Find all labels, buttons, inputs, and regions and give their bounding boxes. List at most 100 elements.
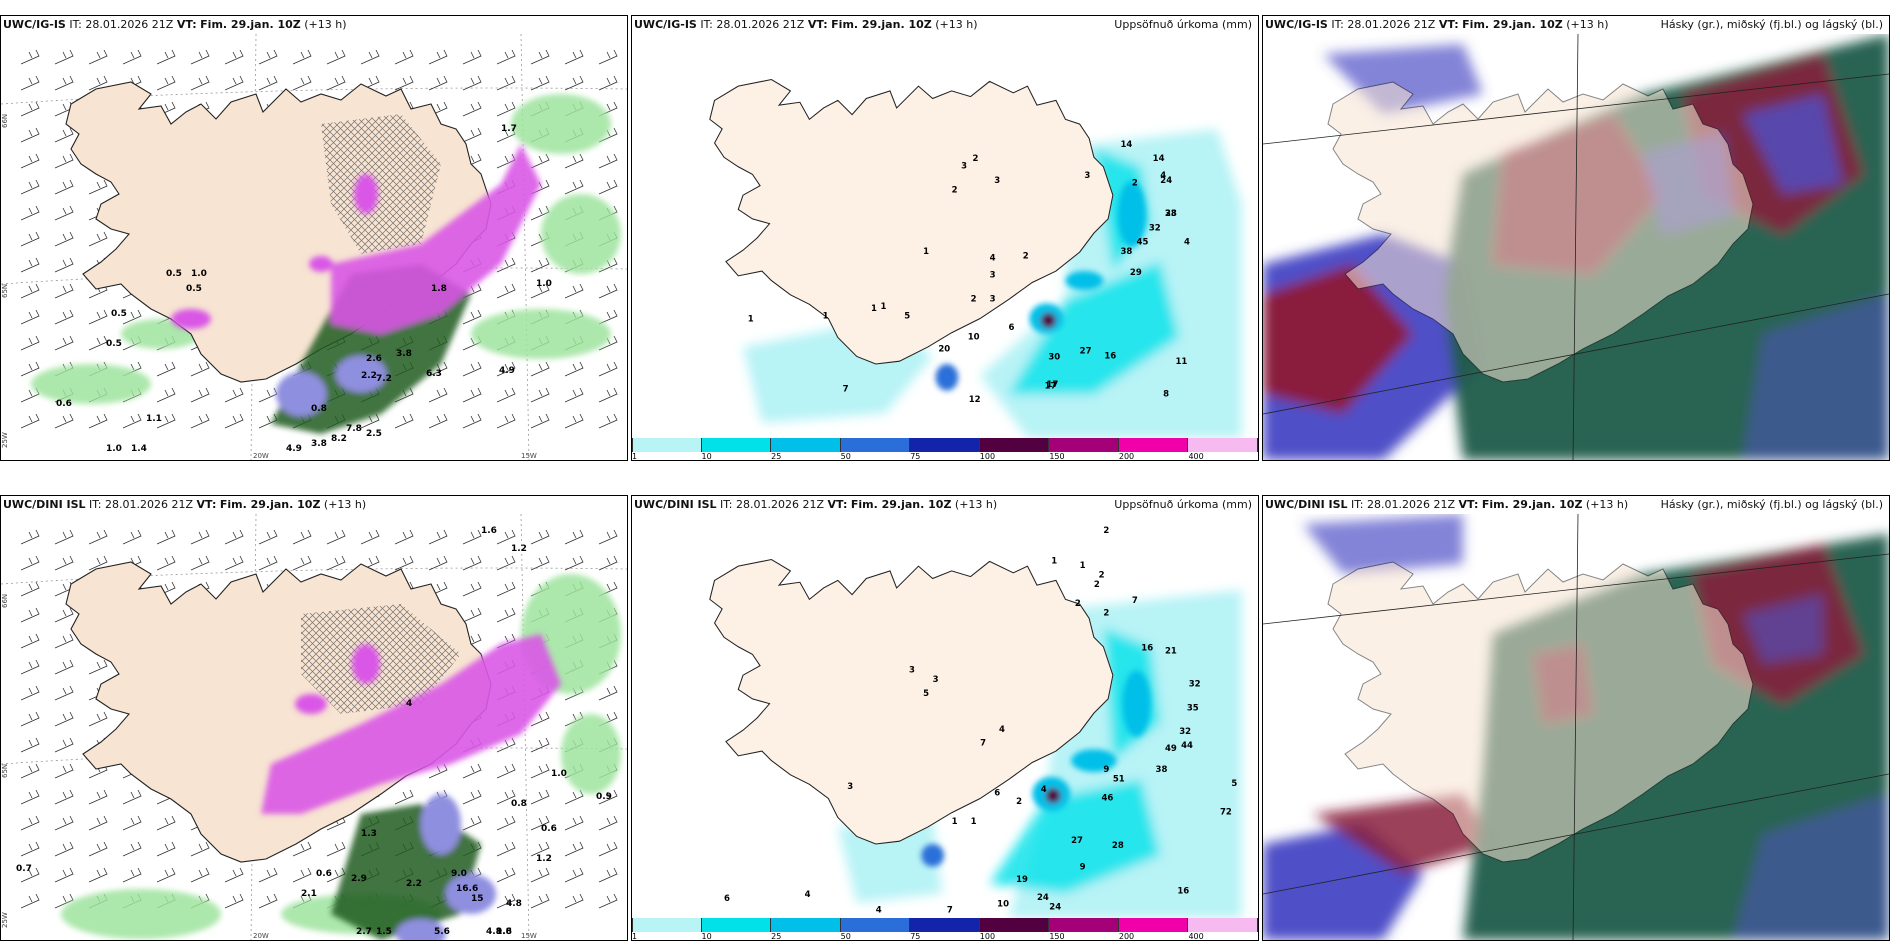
wind-barb <box>20 815 40 831</box>
wind-barb <box>496 49 516 65</box>
value-label: 0.6 <box>541 824 557 834</box>
wind-barb <box>598 361 618 377</box>
value-label: 3.8 <box>396 349 412 359</box>
axis-65n: 65N <box>1 284 9 298</box>
wind-barb <box>564 893 584 909</box>
value-label: 46 <box>1101 793 1113 803</box>
wind-barb <box>598 283 618 299</box>
wind-barb <box>122 789 142 805</box>
value-label: 44 <box>1181 741 1193 751</box>
value-label: 1.4 <box>131 444 147 454</box>
wind-barb <box>88 659 108 675</box>
wind-barb <box>598 153 618 169</box>
wind-barb <box>462 75 482 91</box>
colorbar-segment <box>1188 438 1258 452</box>
wind-barb <box>88 841 108 857</box>
wind-barb <box>462 127 482 143</box>
wind-barb <box>20 789 40 805</box>
wind-barb <box>156 815 176 831</box>
wind-barb <box>20 737 40 753</box>
wind-barb <box>496 555 516 571</box>
wind-barb <box>360 529 380 545</box>
value-label: 1 <box>823 312 829 322</box>
wind-barb <box>20 335 40 351</box>
colorbar-tick: 1 <box>632 932 638 941</box>
wind-barb <box>462 361 482 377</box>
wind-barb <box>292 49 312 65</box>
wind-barb <box>496 529 516 545</box>
precip-colorbar: 1 10 25 50 75 100 150 200 400 <box>632 918 1258 940</box>
wind-barb <box>224 529 244 545</box>
wind-barb <box>190 841 210 857</box>
wind-barb <box>496 737 516 753</box>
wind-barb <box>564 283 584 299</box>
wind-barb <box>190 49 210 65</box>
wind-barb <box>20 867 40 883</box>
value-label: 1 <box>971 817 977 827</box>
value-label: 0.9 <box>596 792 612 802</box>
wind-barb <box>564 841 584 857</box>
wind-barb <box>88 529 108 545</box>
wind-barb <box>496 283 516 299</box>
wind-barb <box>54 309 74 325</box>
wind-barb <box>564 815 584 831</box>
wind-barb <box>394 413 414 429</box>
wind-barb <box>598 75 618 91</box>
wind-barb <box>496 763 516 779</box>
wind-barb <box>530 361 550 377</box>
value-label: 0.6 <box>56 399 72 409</box>
wind-barb <box>428 555 448 571</box>
wind-barb <box>326 529 346 545</box>
value-label: 1 <box>748 314 754 324</box>
wind-barb <box>20 763 40 779</box>
wind-barb <box>224 413 244 429</box>
wind-barb <box>54 75 74 91</box>
value-label: 20 <box>938 345 950 355</box>
wind-barb <box>530 75 550 91</box>
wind-barb <box>224 75 244 91</box>
value-label: 0.8 <box>511 799 527 809</box>
panel-right-title: Uppsöfnuð úrkoma (mm) <box>1114 498 1252 511</box>
value-label: 10 <box>968 332 980 342</box>
value-label: 2 <box>971 294 977 304</box>
wind-barb <box>598 867 618 883</box>
value-label: 2.6 <box>366 354 382 364</box>
wind-barb <box>54 841 74 857</box>
value-label: 3 <box>933 675 939 685</box>
value-label: 7.8 <box>346 424 362 434</box>
wind-barb <box>394 49 414 65</box>
wind-barb <box>156 867 176 883</box>
wind-barb <box>20 179 40 195</box>
wind-barb <box>326 841 346 857</box>
wind-barb <box>54 867 74 883</box>
colorbar-tick: 400 <box>1188 932 1204 941</box>
wind-barb <box>496 841 516 857</box>
wind-barb <box>530 529 550 545</box>
wind-barb <box>20 581 40 597</box>
panel-ig-cloud: UWC/IG-IS IT: 28.01.2026 21Z VT: Fim. 29… <box>1262 15 1890 461</box>
wind-barb <box>88 711 108 727</box>
colorbar-tick: 100 <box>979 452 996 461</box>
panel-title: UWC/IG-IS IT: 28.01.2026 21Z VT: Fim. 29… <box>1265 18 1609 31</box>
value-label: 7 <box>1132 596 1138 606</box>
axis-25w: 25W <box>1 912 9 928</box>
value-label: 11 <box>1175 357 1187 367</box>
wind-barb <box>496 257 516 273</box>
value-label: 3.8 <box>311 439 327 449</box>
value-label: 17 <box>1045 382 1057 392</box>
value-label: 1.5 <box>376 927 392 937</box>
value-label: 24 <box>1037 893 1049 903</box>
value-label: 2 <box>1103 526 1109 536</box>
wind-barb <box>54 711 74 727</box>
value-label: 1.0 <box>191 269 207 279</box>
value-label: 24 <box>1049 902 1061 912</box>
wind-barb <box>190 413 210 429</box>
wind-barb <box>20 75 40 91</box>
colorbar-tick: 10 <box>701 932 712 941</box>
colorbar-segment <box>979 918 1050 932</box>
value-label: 3 <box>961 162 967 172</box>
wind-barb <box>496 581 516 597</box>
wind-barb <box>122 413 142 429</box>
panel-title: UWC/DINI ISL IT: 28.01.2026 21Z VT: Fim.… <box>3 498 367 511</box>
wind-barb <box>462 581 482 597</box>
